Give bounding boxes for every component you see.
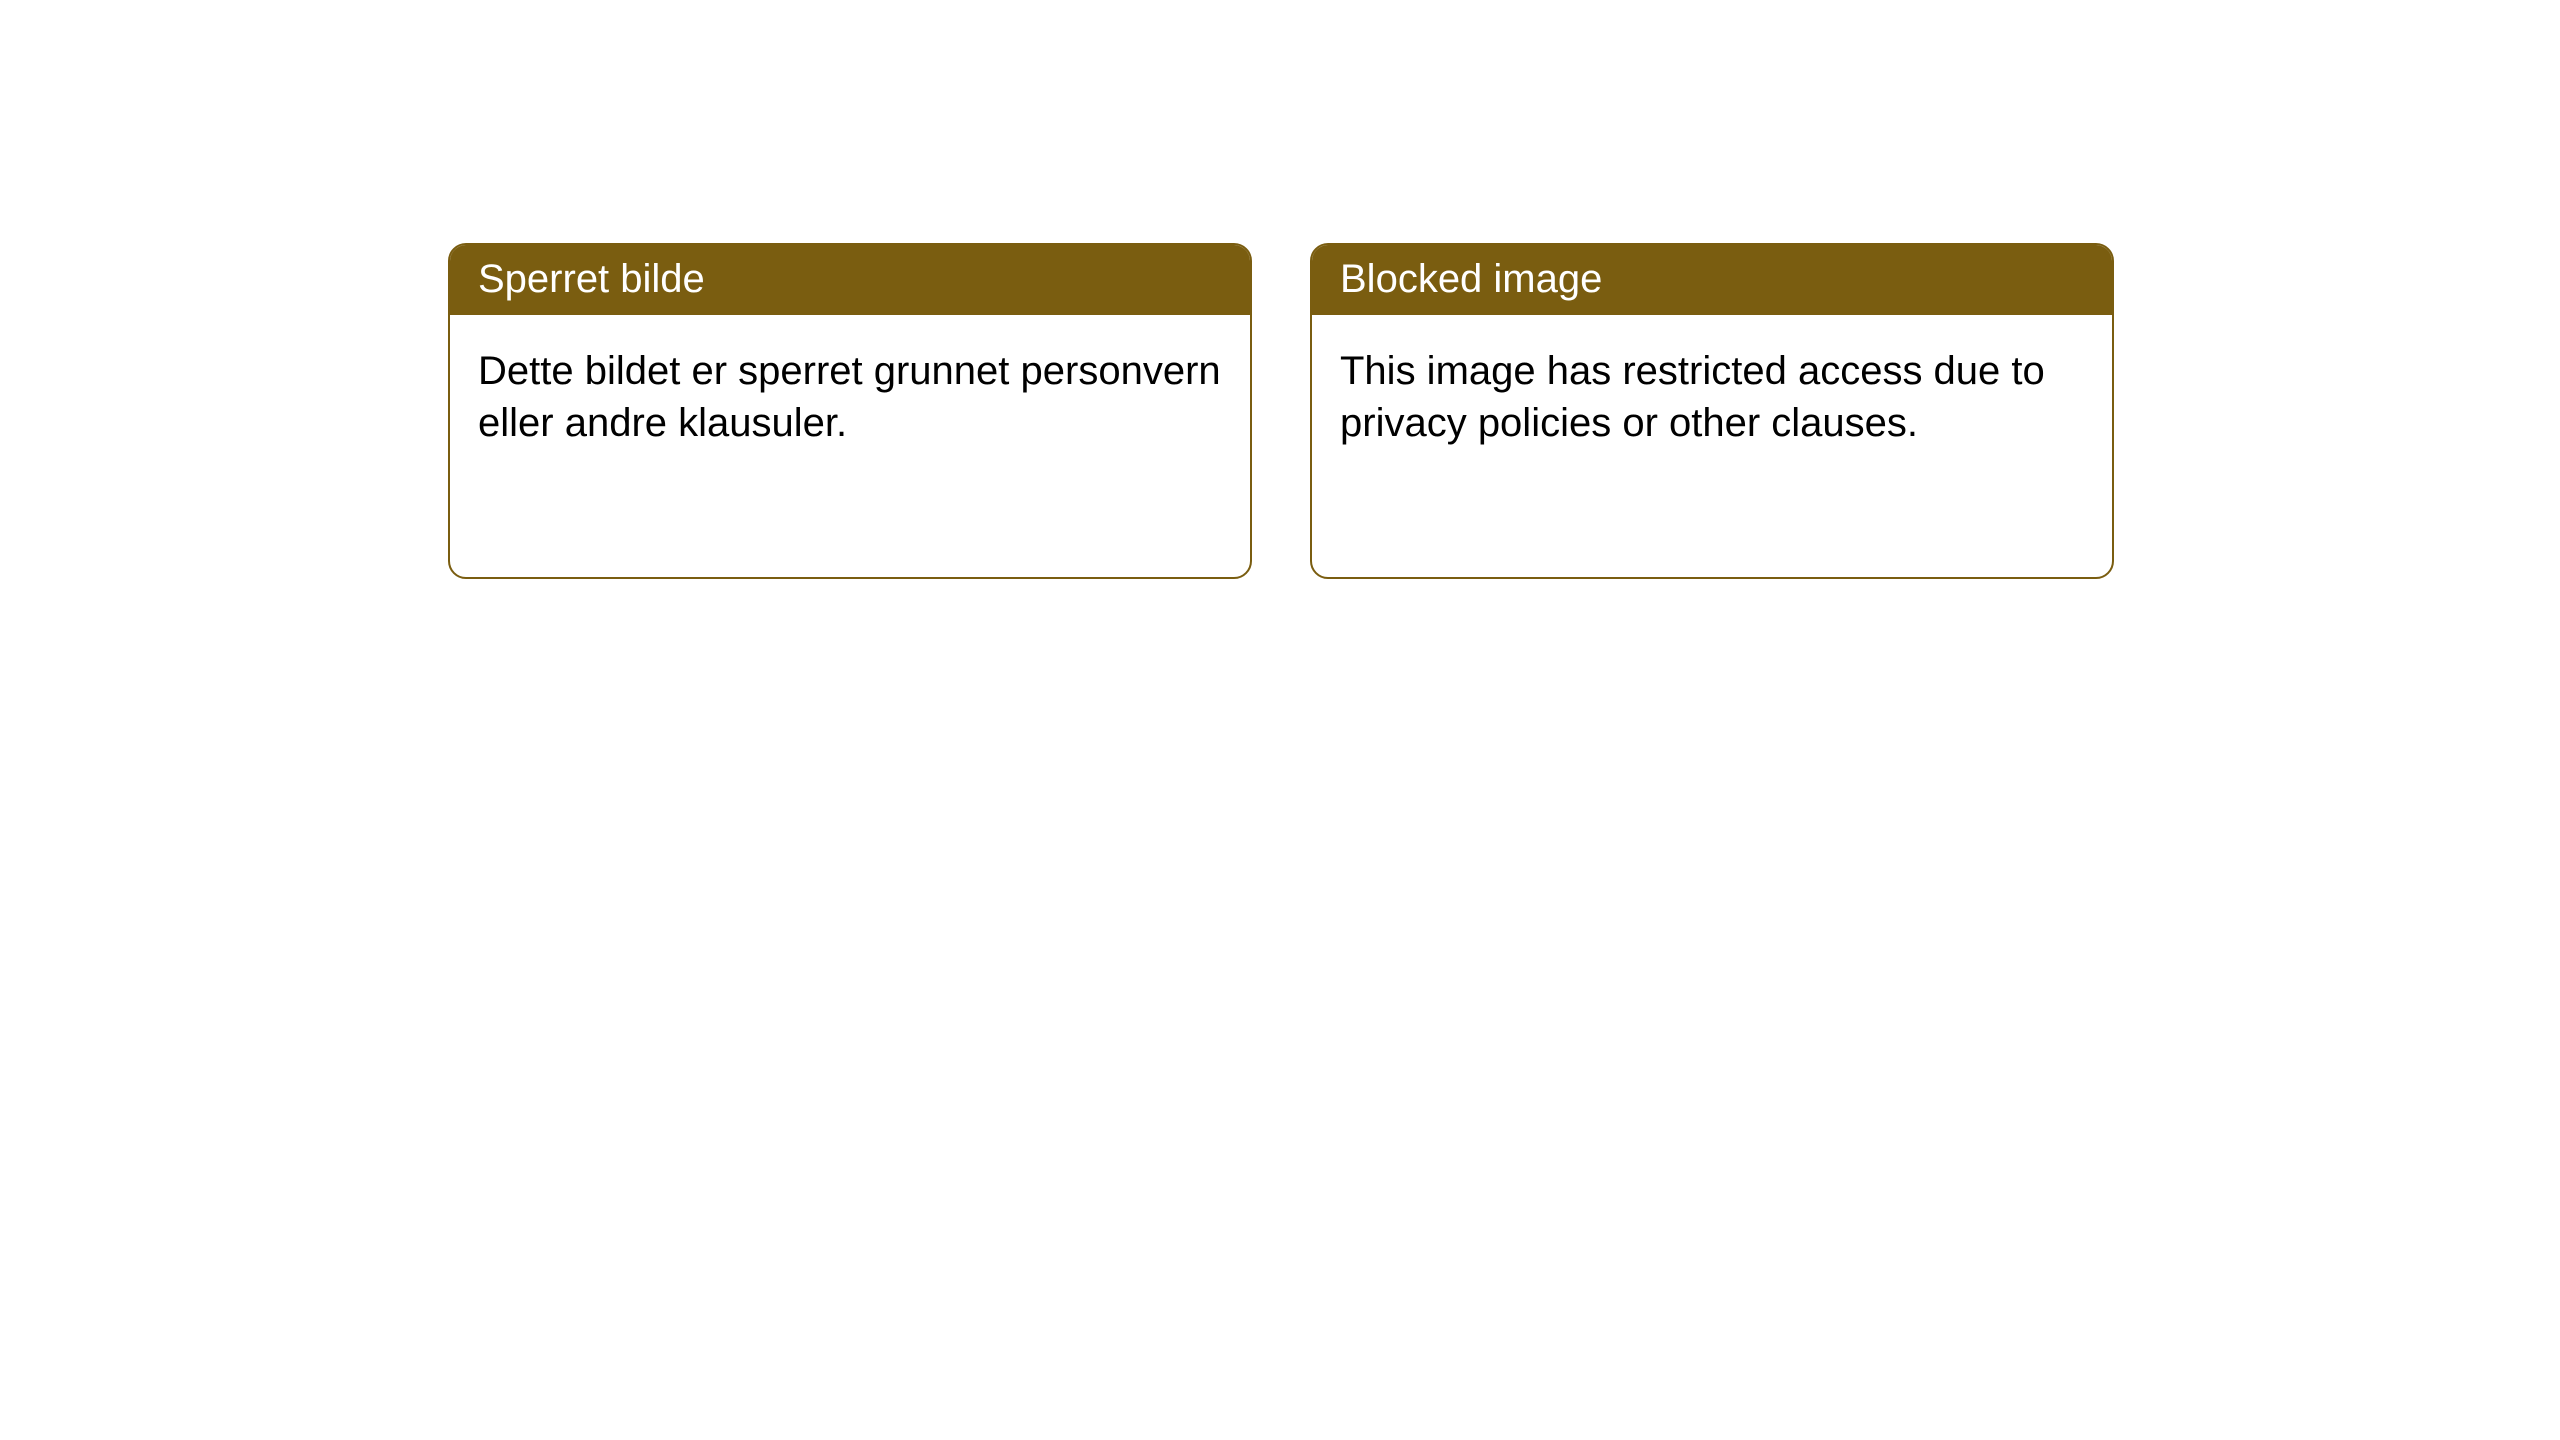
notice-title: Sperret bilde (478, 257, 705, 301)
notice-body-text: This image has restricted access due to … (1340, 349, 2045, 445)
notice-card-english: Blocked image This image has restricted … (1310, 243, 2114, 579)
notice-header: Blocked image (1312, 245, 2112, 315)
notice-body: Dette bildet er sperret grunnet personve… (450, 315, 1250, 479)
notice-container: Sperret bilde Dette bildet er sperret gr… (0, 0, 2560, 579)
notice-title: Blocked image (1340, 257, 1602, 301)
notice-body: This image has restricted access due to … (1312, 315, 2112, 479)
notice-body-text: Dette bildet er sperret grunnet personve… (478, 349, 1221, 445)
notice-card-norwegian: Sperret bilde Dette bildet er sperret gr… (448, 243, 1252, 579)
notice-header: Sperret bilde (450, 245, 1250, 315)
